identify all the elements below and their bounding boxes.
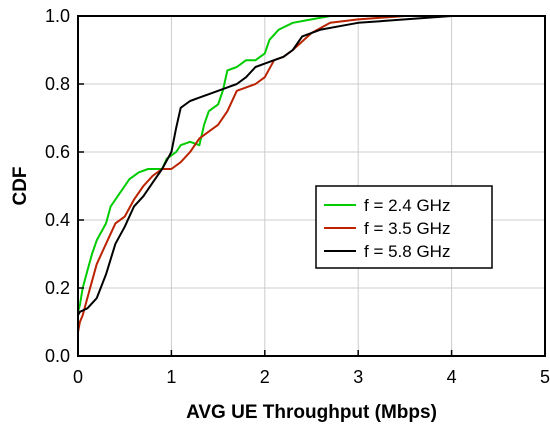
legend: f = 2.4 GHz f = 3.5 GHz f = 5.8 GHz	[315, 185, 493, 269]
plot-lines	[77, 15, 508, 333]
x-tick-label: 4	[447, 367, 457, 387]
y-tick-label: 0.6	[45, 142, 70, 162]
x-tick-label: 5	[540, 367, 550, 387]
x-tick-label: 3	[353, 367, 363, 387]
y-tick-label: 0.4	[45, 210, 70, 230]
series-line-2	[77, 15, 508, 333]
y-tick-label: 0.8	[45, 74, 70, 94]
x-tick-label: 1	[166, 367, 176, 387]
y-tick-label: 1.0	[45, 6, 70, 26]
x-tick-label: 0	[73, 367, 83, 387]
y-tick-label: 0.2	[45, 278, 70, 298]
series-line-1	[77, 15, 508, 313]
x-axis-title: AVG UE Throughput (Mbps)	[186, 402, 437, 423]
plot-frame	[77, 15, 546, 357]
legend-label-2: f = 3.5 GHz	[364, 219, 450, 238]
y-axis-title: CDF	[10, 166, 31, 205]
axis-ticks	[77, 15, 546, 357]
y-tick-label: 0.0	[45, 346, 70, 366]
tick-labels: 0 1 2 3 4 5 0.0 0.2 0.4 0.6 0.8 1.0	[45, 6, 550, 387]
legend-label-3: f = 5.8 GHz	[364, 242, 450, 261]
legend-label-1: f = 2.4 GHz	[364, 196, 450, 215]
x-tick-label: 2	[260, 367, 270, 387]
series-line-3	[77, 15, 508, 316]
